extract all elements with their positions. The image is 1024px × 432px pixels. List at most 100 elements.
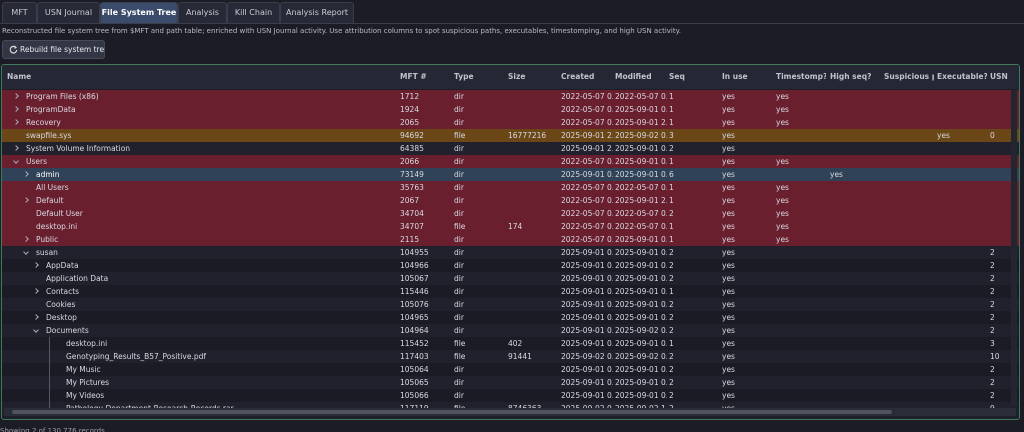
cell: 2 bbox=[990, 300, 995, 309]
column-header[interactable]: Created bbox=[561, 72, 595, 81]
tree-row[interactable]: Contacts 115446 dir 2025-09-01 0...2025-09-… bbox=[2, 285, 1019, 298]
cell: 1 bbox=[669, 183, 674, 192]
file-name: Documents bbox=[46, 326, 89, 335]
cell: 0 bbox=[990, 131, 995, 140]
column-header[interactable]: MFT # bbox=[400, 72, 427, 81]
tree-row[interactable]: Program Files (x86) 1712 dir 2022-05-07 0..… bbox=[2, 90, 1019, 103]
cell: yes bbox=[776, 92, 789, 101]
cell: 2 bbox=[669, 300, 674, 309]
column-header[interactable]: Name bbox=[7, 72, 32, 81]
expander[interactable] bbox=[33, 327, 39, 333]
tree-row[interactable]: All Users 35763 dir 2022-05-07 0...2022-05-… bbox=[2, 181, 1019, 194]
cell: 2025-09-01 0... bbox=[615, 144, 667, 153]
v-scrollbar[interactable] bbox=[1011, 90, 1017, 406]
cell: 104965 bbox=[400, 313, 429, 322]
cell: 2025-09-01 0... bbox=[561, 170, 613, 179]
cell: 2 bbox=[669, 378, 674, 387]
tree-row[interactable]: admin 73149 dir 2025-09-01 0...2025-09-01 0… bbox=[2, 168, 1019, 181]
tree-line bbox=[49, 376, 50, 389]
expander[interactable] bbox=[33, 262, 39, 268]
cell: dir bbox=[454, 196, 464, 205]
file-name: Users bbox=[26, 157, 48, 166]
tree-row[interactable]: desktop.ini 115452 file 402 2025-09-01 0...2… bbox=[2, 337, 1019, 350]
expander[interactable] bbox=[13, 106, 19, 112]
tree-row[interactable]: My Videos 105066 dir 2025-09-01 0...2025-09… bbox=[2, 389, 1019, 402]
cell: yes bbox=[722, 326, 735, 335]
cell: 1 bbox=[669, 196, 674, 205]
file-name: admin bbox=[36, 170, 60, 179]
tree-row[interactable]: Genotyping_Results_B57_Positive.pdf 11740… bbox=[2, 350, 1019, 363]
tree-row[interactable]: Desktop 104965 dir 2025-09-01 0...2025-09-0… bbox=[2, 311, 1019, 324]
cell: file bbox=[454, 131, 466, 140]
cell: 2022-05-07 0... bbox=[615, 209, 667, 218]
column-header[interactable]: Type bbox=[454, 72, 474, 81]
rebuild-button[interactable]: Rebuild file system tree bbox=[2, 40, 105, 59]
tree-row[interactable]: Cookies 105076 dir 2025-09-01 0...2025-09-0… bbox=[2, 298, 1019, 311]
column-header[interactable]: Timestomp? bbox=[776, 72, 826, 81]
file-name: Genotyping_Results_B57_Positive.pdf bbox=[66, 352, 206, 361]
cell: dir bbox=[454, 209, 464, 218]
h-scroll-thumb[interactable] bbox=[12, 410, 892, 414]
cell: 1 bbox=[669, 222, 674, 231]
column-header[interactable]: High seq? bbox=[830, 72, 872, 81]
tree-row[interactable]: AppData 104966 dir 2025-09-01 0...2025-09-0… bbox=[2, 259, 1019, 272]
cell: 2 bbox=[669, 248, 674, 257]
cell: 2025-09-01 0... bbox=[615, 339, 667, 348]
tab[interactable]: Analysis bbox=[178, 2, 227, 23]
tab[interactable]: Kill Chain bbox=[227, 2, 280, 23]
tree-row[interactable]: Public 2115 dir 2022-05-07 0...2025-09-01 0… bbox=[2, 233, 1019, 246]
tab[interactable]: USN Journal bbox=[37, 2, 100, 23]
tree-row[interactable]: Default User 34704 dir 2022-05-07 0...2022-… bbox=[2, 207, 1019, 220]
column-header[interactable]: Seq bbox=[669, 72, 685, 81]
expander[interactable] bbox=[23, 249, 29, 255]
tree-line bbox=[49, 363, 50, 376]
cell: yes bbox=[722, 235, 735, 244]
cell: dir bbox=[454, 391, 464, 400]
expander[interactable] bbox=[23, 236, 29, 242]
cell: yes bbox=[722, 92, 735, 101]
button-label: Rebuild file system tree bbox=[20, 45, 105, 54]
column-header[interactable]: Suspicious pa bbox=[884, 72, 934, 81]
expander[interactable] bbox=[13, 158, 19, 164]
cell: 104955 bbox=[400, 248, 429, 257]
tree-row[interactable]: Users 2066 dir 2022-05-07 0...2025-09-01 0.… bbox=[2, 155, 1019, 168]
cell: dir bbox=[454, 300, 464, 309]
cell: 2 bbox=[669, 313, 674, 322]
expander[interactable] bbox=[33, 314, 39, 320]
tree-row[interactable]: ProgramData 1924 dir 2022-05-07 0...2025-09… bbox=[2, 103, 1019, 116]
tab[interactable]: Analysis Report bbox=[280, 2, 354, 23]
expander[interactable] bbox=[23, 171, 29, 177]
tree-row[interactable]: swapfile.sys 94692 file 16777216 2025-09-01 … bbox=[2, 129, 1019, 142]
tree-row[interactable]: My Music 105064 dir 2025-09-01 0...2025-09-… bbox=[2, 363, 1019, 376]
tree-row[interactable]: My Pictures 105065 dir 2025-09-01 0...2025-… bbox=[2, 376, 1019, 389]
tree-row[interactable]: susan 104955 dir 2025-09-01 0...2025-09-01 … bbox=[2, 246, 1019, 259]
cell: 2065 bbox=[400, 118, 420, 127]
column-header[interactable]: USN bbox=[990, 72, 1008, 81]
column-header[interactable]: Executable? bbox=[937, 72, 987, 81]
file-name: Default bbox=[36, 196, 64, 205]
expander[interactable] bbox=[13, 145, 19, 151]
expander[interactable] bbox=[33, 288, 39, 294]
tab[interactable]: MFT bbox=[2, 2, 37, 23]
expander[interactable] bbox=[13, 93, 19, 99]
tree-row[interactable]: Application Data 105067 dir 2025-09-01 0...… bbox=[2, 272, 1019, 285]
column-header[interactable]: In use bbox=[722, 72, 748, 81]
cell: yes bbox=[830, 170, 843, 179]
cell: 64385 bbox=[400, 144, 424, 153]
tree-row[interactable]: Default 2067 dir 2022-05-07 0...2025-09-01 … bbox=[2, 194, 1019, 207]
tab[interactable]: File System Tree bbox=[100, 2, 178, 23]
expander[interactable] bbox=[23, 197, 29, 203]
column-header[interactable]: Modified bbox=[615, 72, 652, 81]
tree-row[interactable]: desktop.ini 34707 file 174 2022-05-07 0...20… bbox=[2, 220, 1019, 233]
tree-row[interactable]: Recovery 2065 dir 2022-05-07 0...2025-09-01… bbox=[2, 116, 1019, 129]
cell: 2025-09-01 0... bbox=[561, 326, 613, 335]
tree-row[interactable]: System Volume Information 64385 dir 2025-09… bbox=[2, 142, 1019, 155]
cell: yes bbox=[722, 274, 735, 283]
tree-row[interactable]: Documents 104964 dir 2025-09-01 0...2025-09… bbox=[2, 324, 1019, 337]
cell: 2022-05-07 0... bbox=[561, 92, 613, 101]
cell: 2022-05-07 0... bbox=[561, 196, 613, 205]
expander[interactable] bbox=[13, 119, 19, 125]
cell: yes bbox=[722, 339, 735, 348]
column-header[interactable]: Size bbox=[508, 72, 526, 81]
